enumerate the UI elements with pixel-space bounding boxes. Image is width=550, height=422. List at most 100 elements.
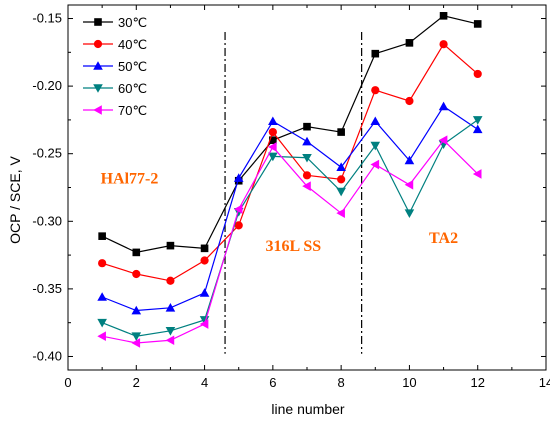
- data-point: [438, 135, 448, 145]
- data-point: [439, 40, 448, 49]
- data-point: [132, 269, 141, 279]
- data-point: [268, 142, 277, 152]
- data-point: [98, 232, 106, 240]
- data-point: [97, 318, 107, 328]
- legend-item: 50℃: [83, 59, 147, 74]
- series-line: [101, 105, 479, 312]
- x-tick-label: 8: [338, 375, 345, 390]
- data-point: [404, 155, 415, 165]
- data-point: [302, 153, 312, 163]
- data-point: [199, 319, 209, 329]
- data-point: [200, 256, 209, 265]
- legend-swatch-marker: [93, 105, 102, 115]
- data-point: [233, 173, 244, 182]
- legend-label: 30℃: [118, 15, 147, 30]
- y-tick-label: -0.20: [32, 78, 62, 93]
- data-point: [97, 292, 107, 301]
- data-point: [472, 124, 483, 134]
- data-point: [131, 305, 142, 315]
- data-point: [370, 159, 380, 170]
- series: [98, 40, 482, 285]
- data-point: [302, 171, 312, 180]
- x-tick-label: 12: [470, 375, 484, 390]
- legend-item: 30℃: [83, 15, 147, 30]
- data-point: [370, 116, 381, 126]
- data-point: [336, 208, 345, 218]
- data-point: [165, 335, 175, 346]
- data-point: [268, 127, 277, 137]
- data-point: [165, 303, 176, 312]
- data-point: [268, 152, 278, 162]
- legend-swatch-marker: [93, 61, 103, 70]
- legend-label: 40℃: [118, 37, 147, 52]
- data-point: [472, 169, 482, 179]
- data-point: [199, 288, 210, 297]
- x-tick-label: 14: [539, 375, 550, 390]
- y-tick-label: -0.15: [32, 11, 62, 26]
- data-point: [371, 86, 380, 95]
- x-tick-label: 0: [64, 375, 71, 390]
- legend-swatch-marker: [93, 39, 103, 49]
- data-point: [97, 331, 106, 342]
- x-tick-label: 4: [201, 375, 208, 390]
- data-point: [131, 332, 142, 342]
- region-label: 316L SS: [266, 238, 322, 255]
- series-line: [102, 139, 479, 344]
- x-axis-ticks: 0 2 4 6 8 10 12 14: [64, 5, 550, 390]
- region-annotations: HAl77-2 316L SS TA2: [101, 170, 459, 255]
- series-layer: [97, 12, 483, 348]
- x-tick-label: 2: [133, 375, 140, 390]
- data-point: [269, 136, 277, 144]
- data-point: [370, 141, 381, 151]
- data-point: [166, 276, 175, 285]
- data-point: [472, 116, 483, 125]
- legend-item: 60℃: [83, 81, 147, 96]
- data-point: [438, 101, 449, 111]
- region-label: HAl77-2: [101, 170, 159, 187]
- legend: 30℃ 40℃ 50℃ 60℃ 70℃: [83, 15, 147, 118]
- data-point: [337, 128, 345, 136]
- y-axis-ticks: -0.40 -0.35 -0.30 -0.25 -0.20 -0.15: [32, 11, 546, 363]
- series: [97, 116, 483, 342]
- y-tick-label: -0.25: [32, 146, 62, 161]
- data-point: [131, 338, 141, 348]
- data-point: [200, 244, 209, 253]
- data-point: [199, 316, 210, 325]
- x-tick-label: 10: [402, 375, 416, 390]
- legend-label: 60℃: [118, 81, 147, 96]
- y-tick-label: -0.30: [32, 213, 62, 228]
- data-point: [233, 204, 243, 214]
- series-line: [101, 15, 478, 254]
- series-line: [101, 43, 479, 282]
- series: [97, 101, 483, 315]
- legend-swatch-marker: [94, 18, 102, 26]
- legend-item: 40℃: [83, 37, 147, 52]
- legend-label: 50℃: [118, 59, 147, 74]
- region-label: TA2: [429, 230, 458, 247]
- data-point: [302, 181, 311, 191]
- y-axis-title: OCP / SCE, V: [7, 156, 23, 244]
- data-point: [405, 39, 414, 47]
- x-axis-title: line number: [271, 401, 344, 417]
- data-point: [166, 241, 175, 250]
- data-point: [336, 162, 346, 172]
- y-tick-label: -0.35: [32, 281, 62, 296]
- legend-label: 70℃: [118, 103, 147, 118]
- data-point: [302, 136, 312, 146]
- data-point: [98, 259, 107, 268]
- legend-swatch-marker: [93, 84, 103, 93]
- data-point: [337, 175, 346, 184]
- data-point: [371, 49, 380, 58]
- series-line: [101, 119, 479, 337]
- data-point: [234, 221, 243, 230]
- data-point: [473, 69, 482, 79]
- data-point: [132, 248, 141, 257]
- data-point: [336, 187, 346, 197]
- data-point: [165, 326, 176, 336]
- series: [97, 135, 482, 348]
- data-point: [303, 122, 311, 131]
- data-point: [404, 179, 414, 190]
- y-tick-label: -0.40: [32, 348, 62, 363]
- legend-item: 70℃: [83, 103, 147, 118]
